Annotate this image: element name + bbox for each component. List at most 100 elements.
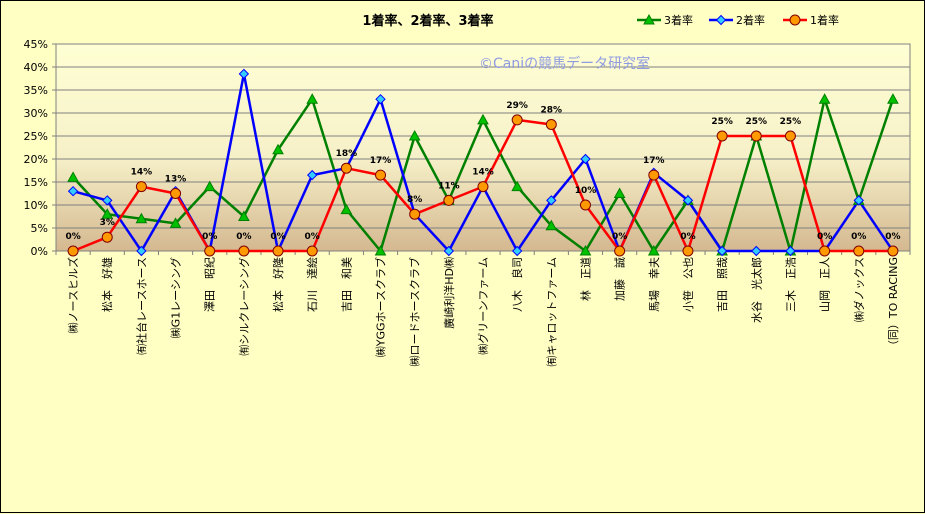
data-point [682, 245, 694, 257]
data-point [340, 203, 353, 215]
legend-marker [715, 14, 727, 26]
category-label: 松本 好隆 [271, 257, 285, 312]
data-point [169, 217, 182, 228]
data-point [170, 188, 182, 199]
data-point [887, 93, 899, 104]
category-label: ㈲キャロットファーム [545, 257, 558, 367]
data-label: 0% [817, 232, 832, 242]
data-point [853, 245, 865, 257]
legend-marker [643, 13, 655, 25]
data-point [511, 245, 523, 257]
data-point [306, 245, 318, 257]
data-point [203, 180, 216, 192]
data-point [272, 143, 284, 155]
data-label: 29% [506, 101, 528, 111]
data-label: 0% [851, 232, 866, 242]
data-label: 0% [612, 232, 627, 242]
category-label: 松本 好雄 [100, 257, 114, 312]
y-tick-label: 45% [24, 38, 48, 51]
data-label: 10% [575, 186, 597, 196]
data-point [648, 169, 660, 181]
data-label: 14% [131, 168, 153, 178]
data-label: 0% [65, 232, 80, 242]
y-tick-label: 25% [24, 130, 48, 143]
data-point [67, 171, 79, 182]
category-label: ㈱ロードホースクラブ [408, 257, 422, 366]
legend-marker [789, 14, 801, 26]
data-point [579, 199, 591, 211]
data-point [853, 195, 864, 206]
legend: 3着率 2着率 1着率 [637, 13, 839, 27]
data-label: 8% [407, 195, 422, 205]
data-point [545, 119, 557, 130]
data-point [477, 113, 489, 125]
data-point [306, 169, 318, 181]
category-label: 石川 達絵 [305, 257, 319, 312]
data-point [67, 185, 79, 197]
chart-title: 1着率、2着率、3着率 [362, 13, 493, 29]
data-point [443, 194, 455, 206]
data-point [716, 245, 728, 257]
data-label: 17% [643, 156, 665, 166]
data-point [408, 129, 421, 141]
category-label: 山岡 正人 [819, 257, 832, 312]
category-label: 三木 正浩 [784, 257, 797, 312]
data-point [716, 130, 728, 142]
data-point [511, 114, 523, 126]
y-tick-label: 35% [24, 84, 48, 97]
data-label: 25% [711, 117, 733, 127]
legend-label: 3着率 [664, 13, 693, 27]
legend-label: 2着率 [736, 13, 765, 27]
data-point [272, 245, 284, 257]
data-point [306, 93, 319, 104]
category-label: ㈲社台レースホース [134, 257, 148, 355]
category-label: ㈲シルクレーシング [237, 257, 251, 356]
data-point [374, 244, 387, 256]
legend-label: 1着率 [810, 13, 839, 27]
category-label: 小笹 公也 [682, 257, 695, 312]
data-label: 17% [370, 156, 392, 166]
data-label: 25% [746, 117, 768, 127]
data-point [819, 245, 831, 257]
data-point [375, 93, 386, 105]
data-point [101, 231, 113, 243]
category-label: 林 正道 [578, 257, 592, 301]
data-label: 0% [270, 232, 285, 242]
data-point [751, 245, 762, 257]
data-point [238, 245, 250, 257]
data-point [135, 181, 147, 193]
category-label: ㈱グリーンファーム [476, 257, 490, 355]
data-point [546, 195, 557, 206]
category-label: 水谷 光太郎 [749, 257, 763, 323]
data-label: 0% [305, 232, 320, 242]
data-point [580, 153, 591, 165]
data-point [682, 195, 694, 206]
category-label: 澤田 昭紀 [204, 257, 217, 312]
data-point [238, 68, 250, 80]
data-point [340, 162, 352, 174]
data-label: 25% [780, 117, 802, 127]
data-point [238, 210, 250, 221]
data-point [409, 208, 421, 220]
data-label: 11% [438, 181, 460, 191]
category-label: ㈱ノースヒルズ [66, 257, 80, 333]
data-point [135, 212, 148, 224]
plot-area [55, 43, 911, 252]
category-label: 吉田 照哉 [715, 257, 729, 312]
data-point [750, 130, 762, 142]
y-tick-label: 0% [31, 245, 48, 258]
data-point [443, 245, 455, 257]
data-point [887, 245, 899, 257]
data-point [579, 244, 592, 256]
data-label: 18% [336, 149, 358, 159]
data-label: 0% [202, 232, 217, 242]
y-tick-label: 10% [24, 199, 48, 212]
y-tick-label: 5% [31, 222, 48, 235]
data-label: 0% [885, 232, 900, 242]
data-point [818, 93, 831, 104]
category-label: 馬場 幸夫 [648, 257, 661, 312]
y-tick-label: 40% [24, 61, 48, 74]
data-point [784, 130, 796, 142]
